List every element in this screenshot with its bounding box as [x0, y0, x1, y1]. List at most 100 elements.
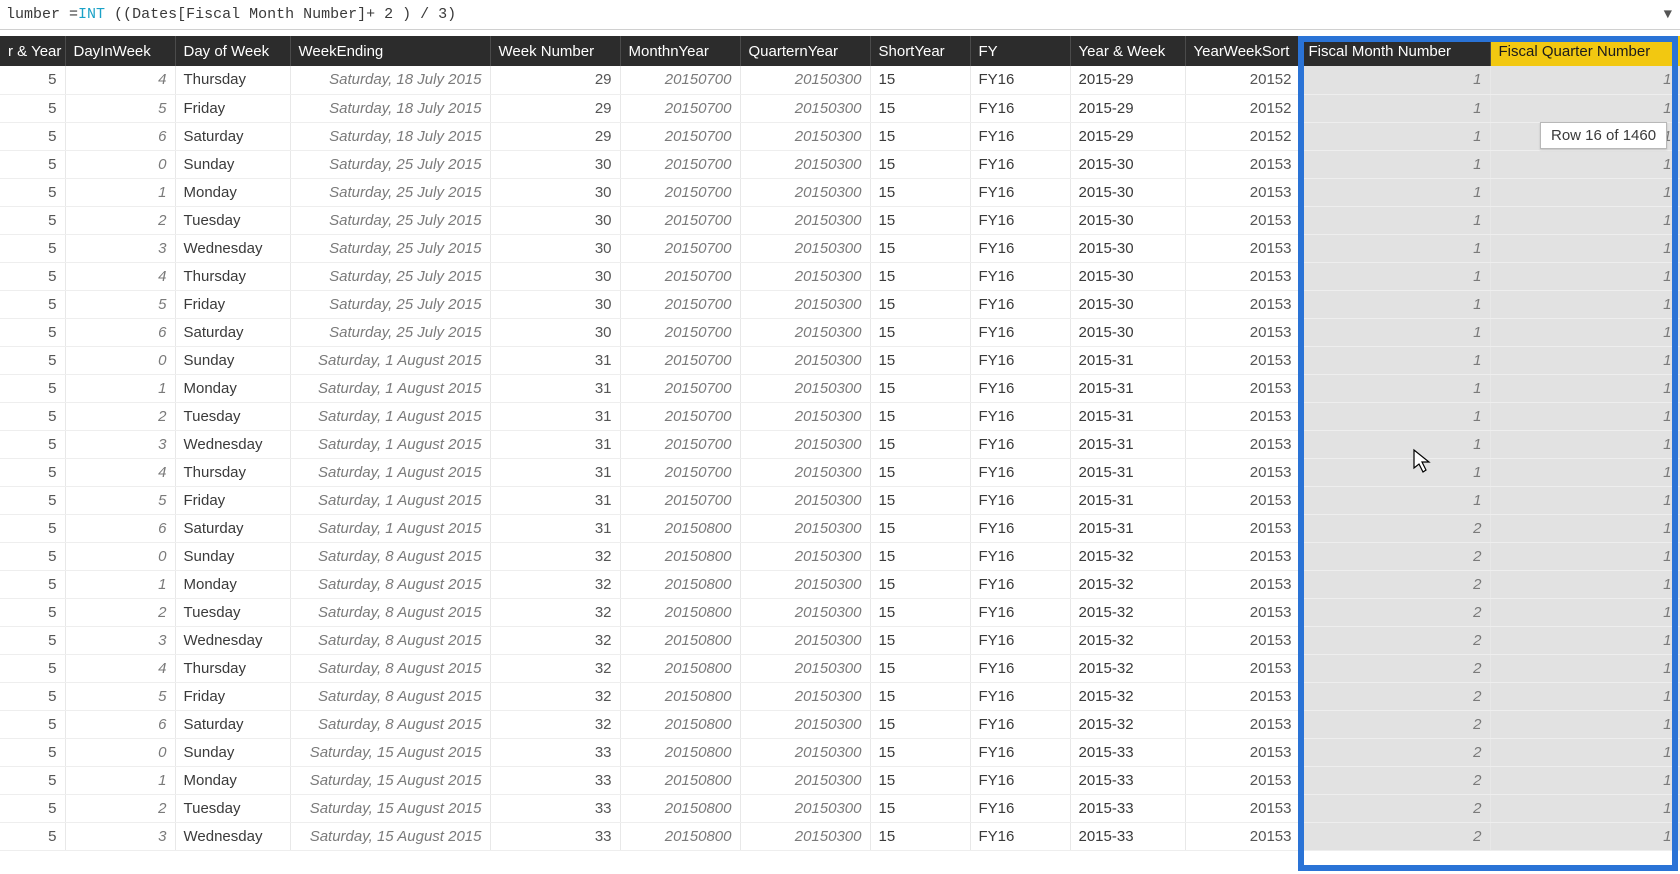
table-row[interactable]: 51MondaySaturday, 8 August 2015322015080… — [0, 570, 1680, 598]
cell-we[interactable]: Saturday, 8 August 2015 — [290, 626, 490, 654]
cell-fy[interactable]: FY16 — [970, 738, 1070, 766]
cell-fqn[interactable]: 1 — [1490, 234, 1680, 262]
cell-fy[interactable]: FY16 — [970, 374, 1070, 402]
cell-fmn[interactable]: 2 — [1300, 766, 1490, 794]
cell-diw[interactable]: 3 — [65, 430, 175, 458]
cell-wn[interactable]: 32 — [490, 654, 620, 682]
cell-yr[interactable]: 5 — [0, 542, 65, 570]
cell-yws[interactable]: 20153 — [1185, 626, 1300, 654]
cell-mny[interactable]: 20150700 — [620, 178, 740, 206]
table-row[interactable]: 51MondaySaturday, 1 August 2015312015070… — [0, 374, 1680, 402]
cell-wn[interactable]: 32 — [490, 626, 620, 654]
cell-yws[interactable]: 20153 — [1185, 514, 1300, 542]
cell-qny[interactable]: 20150300 — [740, 486, 870, 514]
cell-fmn[interactable]: 2 — [1300, 598, 1490, 626]
cell-yws[interactable]: 20153 — [1185, 262, 1300, 290]
table-row[interactable]: 50SundaySaturday, 25 July 20153020150700… — [0, 150, 1680, 178]
cell-fmn[interactable]: 1 — [1300, 206, 1490, 234]
cell-mny[interactable]: 20150700 — [620, 486, 740, 514]
cell-yw[interactable]: 2015-30 — [1070, 178, 1185, 206]
cell-yws[interactable]: 20153 — [1185, 654, 1300, 682]
cell-we[interactable]: Saturday, 18 July 2015 — [290, 94, 490, 122]
cell-qny[interactable]: 20150300 — [740, 458, 870, 486]
cell-fmn[interactable]: 1 — [1300, 318, 1490, 346]
cell-fqn[interactable]: 1 — [1490, 66, 1680, 94]
cell-mny[interactable]: 20150800 — [620, 626, 740, 654]
cell-fmn[interactable]: 2 — [1300, 654, 1490, 682]
cell-yws[interactable]: 20153 — [1185, 542, 1300, 570]
cell-yr[interactable]: 5 — [0, 598, 65, 626]
cell-fy[interactable]: FY16 — [970, 822, 1070, 850]
table-row[interactable]: 56SaturdaySaturday, 18 July 201529201507… — [0, 122, 1680, 150]
table-row[interactable]: 54ThursdaySaturday, 25 July 201530201507… — [0, 262, 1680, 290]
cell-yw[interactable]: 2015-29 — [1070, 94, 1185, 122]
cell-fy[interactable]: FY16 — [970, 66, 1070, 94]
table-row[interactable]: 53WednesdaySaturday, 25 July 20153020150… — [0, 234, 1680, 262]
cell-yws[interactable]: 20153 — [1185, 150, 1300, 178]
cell-yr[interactable]: 5 — [0, 374, 65, 402]
cell-diw[interactable]: 4 — [65, 262, 175, 290]
cell-wn[interactable]: 33 — [490, 822, 620, 850]
cell-yr[interactable]: 5 — [0, 206, 65, 234]
cell-fy[interactable]: FY16 — [970, 150, 1070, 178]
table-row[interactable]: 54ThursdaySaturday, 8 August 20153220150… — [0, 654, 1680, 682]
cell-wn[interactable]: 29 — [490, 94, 620, 122]
cell-diw[interactable]: 1 — [65, 374, 175, 402]
column-header-yr[interactable]: r & Year — [0, 36, 65, 66]
cell-diw[interactable]: 3 — [65, 626, 175, 654]
cell-qny[interactable]: 20150300 — [740, 654, 870, 682]
column-header-fqn[interactable]: Fiscal Quarter Number — [1490, 36, 1680, 66]
cell-we[interactable]: Saturday, 8 August 2015 — [290, 542, 490, 570]
cell-yws[interactable]: 20152 — [1185, 122, 1300, 150]
cell-sy[interactable]: 15 — [870, 766, 970, 794]
cell-sy[interactable]: 15 — [870, 206, 970, 234]
cell-dow[interactable]: Thursday — [175, 654, 290, 682]
cell-dow[interactable]: Thursday — [175, 66, 290, 94]
column-header-fmn[interactable]: Fiscal Month Number — [1300, 36, 1490, 66]
cell-wn[interactable]: 31 — [490, 402, 620, 430]
cell-diw[interactable]: 6 — [65, 514, 175, 542]
cell-fmn[interactable]: 1 — [1300, 122, 1490, 150]
cell-mny[interactable]: 20150800 — [620, 710, 740, 738]
cell-sy[interactable]: 15 — [870, 570, 970, 598]
cell-yws[interactable]: 20153 — [1185, 766, 1300, 794]
cell-fqn[interactable]: 1 — [1490, 430, 1680, 458]
cell-yw[interactable]: 2015-29 — [1070, 66, 1185, 94]
cell-fqn[interactable]: 1 — [1490, 150, 1680, 178]
cell-yr[interactable]: 5 — [0, 766, 65, 794]
cell-sy[interactable]: 15 — [870, 486, 970, 514]
cell-yr[interactable]: 5 — [0, 346, 65, 374]
cell-yws[interactable]: 20153 — [1185, 346, 1300, 374]
cell-wn[interactable]: 31 — [490, 458, 620, 486]
table-row[interactable]: 50SundaySaturday, 15 August 201533201508… — [0, 738, 1680, 766]
cell-dow[interactable]: Saturday — [175, 122, 290, 150]
cell-mny[interactable]: 20150800 — [620, 682, 740, 710]
table-row[interactable]: 52TuesdaySaturday, 1 August 201531201507… — [0, 402, 1680, 430]
cell-sy[interactable]: 15 — [870, 514, 970, 542]
cell-wn[interactable]: 33 — [490, 738, 620, 766]
cell-yr[interactable]: 5 — [0, 402, 65, 430]
cell-diw[interactable]: 0 — [65, 150, 175, 178]
cell-dow[interactable]: Friday — [175, 290, 290, 318]
cell-we[interactable]: Saturday, 1 August 2015 — [290, 374, 490, 402]
cell-wn[interactable]: 31 — [490, 346, 620, 374]
cell-yw[interactable]: 2015-30 — [1070, 234, 1185, 262]
cell-sy[interactable]: 15 — [870, 234, 970, 262]
cell-fmn[interactable]: 1 — [1300, 178, 1490, 206]
cell-yw[interactable]: 2015-30 — [1070, 150, 1185, 178]
cell-yr[interactable]: 5 — [0, 822, 65, 850]
cell-yw[interactable]: 2015-31 — [1070, 430, 1185, 458]
cell-wn[interactable]: 30 — [490, 318, 620, 346]
cell-fmn[interactable]: 1 — [1300, 458, 1490, 486]
table-row[interactable]: 52TuesdaySaturday, 25 July 2015302015070… — [0, 206, 1680, 234]
cell-sy[interactable]: 15 — [870, 346, 970, 374]
cell-fqn[interactable]: 1 — [1490, 94, 1680, 122]
cell-qny[interactable]: 20150300 — [740, 794, 870, 822]
table-row[interactable]: 50SundaySaturday, 8 August 2015322015080… — [0, 542, 1680, 570]
table-row[interactable]: 52TuesdaySaturday, 8 August 201532201508… — [0, 598, 1680, 626]
cell-fmn[interactable]: 1 — [1300, 374, 1490, 402]
column-header-fy[interactable]: FY — [970, 36, 1070, 66]
cell-we[interactable]: Saturday, 1 August 2015 — [290, 346, 490, 374]
cell-we[interactable]: Saturday, 8 August 2015 — [290, 570, 490, 598]
cell-qny[interactable]: 20150300 — [740, 822, 870, 850]
